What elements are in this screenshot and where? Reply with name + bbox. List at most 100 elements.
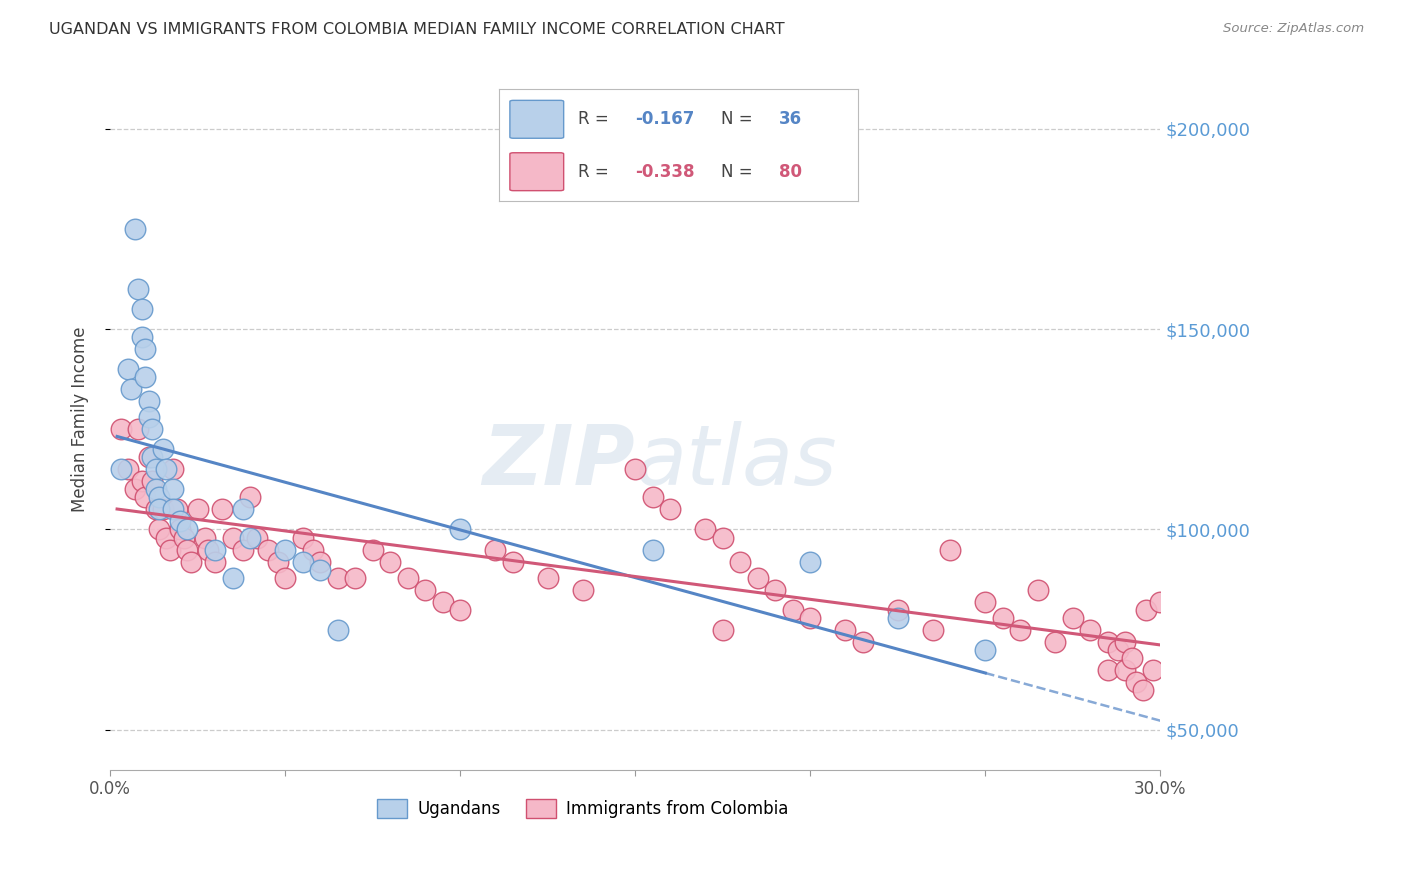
Point: [747, 571, 769, 585]
Point: [141, 450, 163, 465]
Point: [378, 555, 401, 569]
Point: [127, 422, 149, 436]
Point: [641, 491, 664, 505]
Point: [1062, 610, 1084, 624]
Point: [413, 582, 436, 597]
Point: [1097, 634, 1119, 648]
Point: [782, 602, 804, 616]
Point: [204, 542, 226, 557]
Point: [221, 571, 243, 585]
Text: -0.338: -0.338: [636, 162, 695, 181]
Point: [155, 462, 177, 476]
Point: [1080, 623, 1102, 637]
Point: [187, 502, 209, 516]
Point: [256, 542, 278, 557]
Point: [141, 475, 163, 489]
Point: [974, 642, 997, 657]
Point: [659, 502, 682, 516]
Point: [449, 602, 471, 616]
Point: [571, 582, 593, 597]
Point: [344, 571, 367, 585]
Point: [1132, 682, 1154, 697]
Point: [173, 531, 195, 545]
Point: [624, 462, 647, 476]
Point: [887, 602, 910, 616]
Text: N =: N =: [721, 162, 758, 181]
Point: [134, 491, 156, 505]
Point: [180, 555, 202, 569]
Point: [152, 502, 174, 516]
Point: [641, 542, 664, 557]
Y-axis label: Median Family Income: Median Family Income: [72, 326, 89, 512]
Point: [148, 491, 170, 505]
Point: [887, 610, 910, 624]
Point: [730, 555, 752, 569]
Point: [711, 531, 734, 545]
Point: [138, 450, 160, 465]
Point: [302, 542, 325, 557]
Point: [852, 634, 875, 648]
Point: [152, 442, 174, 457]
Point: [939, 542, 962, 557]
FancyBboxPatch shape: [510, 100, 564, 138]
Point: [131, 301, 153, 316]
Point: [117, 362, 139, 376]
Point: [155, 531, 177, 545]
Point: [124, 222, 146, 236]
Point: [1045, 634, 1067, 648]
Point: [763, 582, 786, 597]
Point: [799, 610, 821, 624]
Text: 36: 36: [779, 111, 801, 128]
Point: [1097, 663, 1119, 677]
Text: R =: R =: [578, 162, 614, 181]
Point: [309, 563, 332, 577]
Text: atlas: atlas: [636, 421, 837, 502]
Point: [326, 571, 349, 585]
Point: [141, 422, 163, 436]
Point: [194, 531, 217, 545]
Point: [396, 571, 419, 585]
Point: [159, 542, 181, 557]
Point: [291, 555, 314, 569]
Point: [537, 571, 560, 585]
Point: [145, 483, 167, 497]
Point: [1125, 674, 1147, 689]
Point: [131, 475, 153, 489]
Text: R =: R =: [578, 111, 614, 128]
Point: [131, 330, 153, 344]
Point: [197, 542, 219, 557]
Point: [991, 610, 1014, 624]
Point: [432, 594, 454, 608]
Text: 80: 80: [779, 162, 801, 181]
Point: [232, 502, 254, 516]
Point: [211, 502, 233, 516]
Point: [169, 515, 191, 529]
Point: [162, 462, 184, 476]
Point: [1114, 663, 1136, 677]
Point: [274, 571, 297, 585]
Point: [484, 542, 506, 557]
Point: [176, 523, 198, 537]
Point: [148, 502, 170, 516]
Text: ZIP: ZIP: [482, 421, 636, 502]
Point: [232, 542, 254, 557]
Point: [1010, 623, 1032, 637]
Point: [834, 623, 856, 637]
Point: [246, 531, 269, 545]
Point: [274, 542, 297, 557]
Point: [120, 382, 142, 396]
Point: [974, 594, 997, 608]
Point: [711, 623, 734, 637]
Text: UGANDAN VS IMMIGRANTS FROM COLOMBIA MEDIAN FAMILY INCOME CORRELATION CHART: UGANDAN VS IMMIGRANTS FROM COLOMBIA MEDI…: [49, 22, 785, 37]
Point: [1149, 594, 1171, 608]
Point: [1107, 642, 1129, 657]
Point: [110, 462, 132, 476]
Text: Source: ZipAtlas.com: Source: ZipAtlas.com: [1223, 22, 1364, 36]
Point: [291, 531, 314, 545]
Point: [134, 370, 156, 384]
Point: [148, 523, 170, 537]
Point: [921, 623, 943, 637]
Point: [1026, 582, 1049, 597]
Point: [309, 555, 332, 569]
Point: [1114, 634, 1136, 648]
